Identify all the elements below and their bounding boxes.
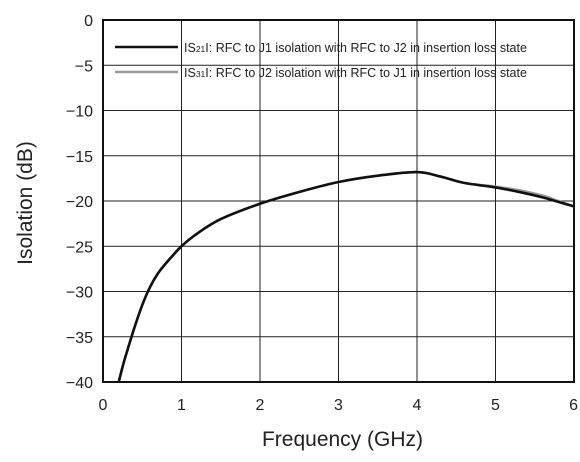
x-tick-label: 6 bbox=[569, 397, 578, 414]
x-tick-label: 1 bbox=[177, 397, 186, 414]
y-tick-label: −5 bbox=[75, 58, 93, 75]
x-tick-label: 4 bbox=[413, 397, 422, 414]
y-tick-label: −40 bbox=[66, 375, 93, 392]
tick-labels: 0 −5 −10 −15 −20 −25 −30 −35 −40 0 1 2 3 4 5 6 bbox=[66, 13, 578, 414]
x-tick-label: 2 bbox=[256, 397, 265, 414]
y-tick-label: −35 bbox=[66, 330, 93, 347]
y-tick-label: −10 bbox=[66, 104, 93, 121]
x-tick-label: 3 bbox=[334, 397, 343, 414]
legend: IS21I: RFC to J1 isolation with RFC to J… bbox=[115, 41, 527, 80]
y-tick-label: −25 bbox=[66, 239, 93, 256]
plot-frame bbox=[102, 19, 575, 383]
legend-label-2: IS31I: RFC to J2 isolation with RFC to J… bbox=[184, 66, 527, 80]
x-tick-label: 0 bbox=[99, 397, 108, 414]
grid bbox=[103, 20, 574, 382]
y-tick-label: 0 bbox=[84, 13, 93, 30]
y-tick-label: −20 bbox=[66, 194, 93, 211]
y-tick-label: −30 bbox=[66, 285, 93, 302]
x-axis-label: Frequency (GHz) bbox=[262, 428, 423, 451]
x-tick-label: 5 bbox=[491, 397, 500, 414]
series-line-1 bbox=[117, 170, 575, 383]
series-lines bbox=[117, 170, 575, 383]
y-tick-label: −15 bbox=[66, 149, 93, 166]
legend-label-1: IS21I: RFC to J1 isolation with RFC to J… bbox=[184, 41, 527, 55]
y-axis-label: Isolation (dB) bbox=[14, 141, 37, 265]
series-line-2 bbox=[117, 170, 575, 383]
